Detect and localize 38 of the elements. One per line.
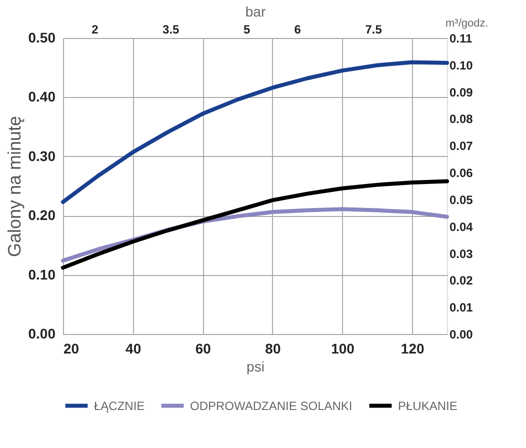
legend-label: ODPROWADZANIE SOLANKI — [190, 398, 352, 413]
x2-tick-label: 5 — [244, 22, 251, 36]
y2-tick-label: 0.00 — [450, 328, 474, 342]
x-tick-label: 120 — [400, 340, 424, 356]
y-tick-label: 0.50 — [28, 30, 56, 46]
y2-tick-label: 0.04 — [450, 220, 474, 234]
y2-tick-label: 0.03 — [450, 246, 474, 261]
x2-tick-label: 6 — [294, 22, 302, 36]
x-tick-label: 40 — [126, 340, 142, 356]
y-tick-label: 0.30 — [28, 148, 56, 164]
legend-label: ŁĄCZNIE — [94, 398, 145, 413]
y2-tick-label: 0.09 — [450, 85, 474, 100]
y2-tick-label: 0.11 — [450, 32, 473, 46]
y2-tick-label: 0.08 — [450, 112, 474, 126]
legend-label: PŁUKANIE — [398, 398, 458, 413]
y2-tick-label: 0.02 — [450, 274, 474, 288]
y2-tick-label: 0.07 — [450, 139, 474, 154]
y-axis-title: Galony na minutę — [4, 116, 24, 258]
x-tick-label: 80 — [265, 340, 281, 356]
x-tick-label: 20 — [64, 340, 80, 356]
y-tick-label: 0.10 — [28, 266, 56, 282]
y2-axis-title: m³/godz. — [446, 18, 488, 30]
y-tick-label: 0.20 — [28, 207, 56, 224]
x2-tick-label: 2 — [92, 22, 99, 36]
x2-axis-title: bar — [245, 4, 266, 20]
x-tick-label: 60 — [195, 340, 212, 356]
y-tick-label: 0.40 — [28, 88, 56, 105]
line-series — [61, 60, 449, 204]
y2-tick-label: 0.06 — [450, 166, 474, 180]
y2-tick-label: 0.10 — [450, 58, 474, 72]
y2-tick-label: 0.05 — [450, 192, 474, 207]
x2-tick-label: 3.5 — [162, 22, 180, 36]
x2-tick-label: 7.5 — [365, 22, 382, 36]
x-tick-label: 100 — [331, 340, 355, 356]
y-tick-label: 0.00 — [28, 326, 56, 342]
x-axis-title: psi — [246, 358, 264, 374]
line-series — [61, 179, 449, 270]
y2-tick-label: 0.01 — [450, 300, 474, 315]
